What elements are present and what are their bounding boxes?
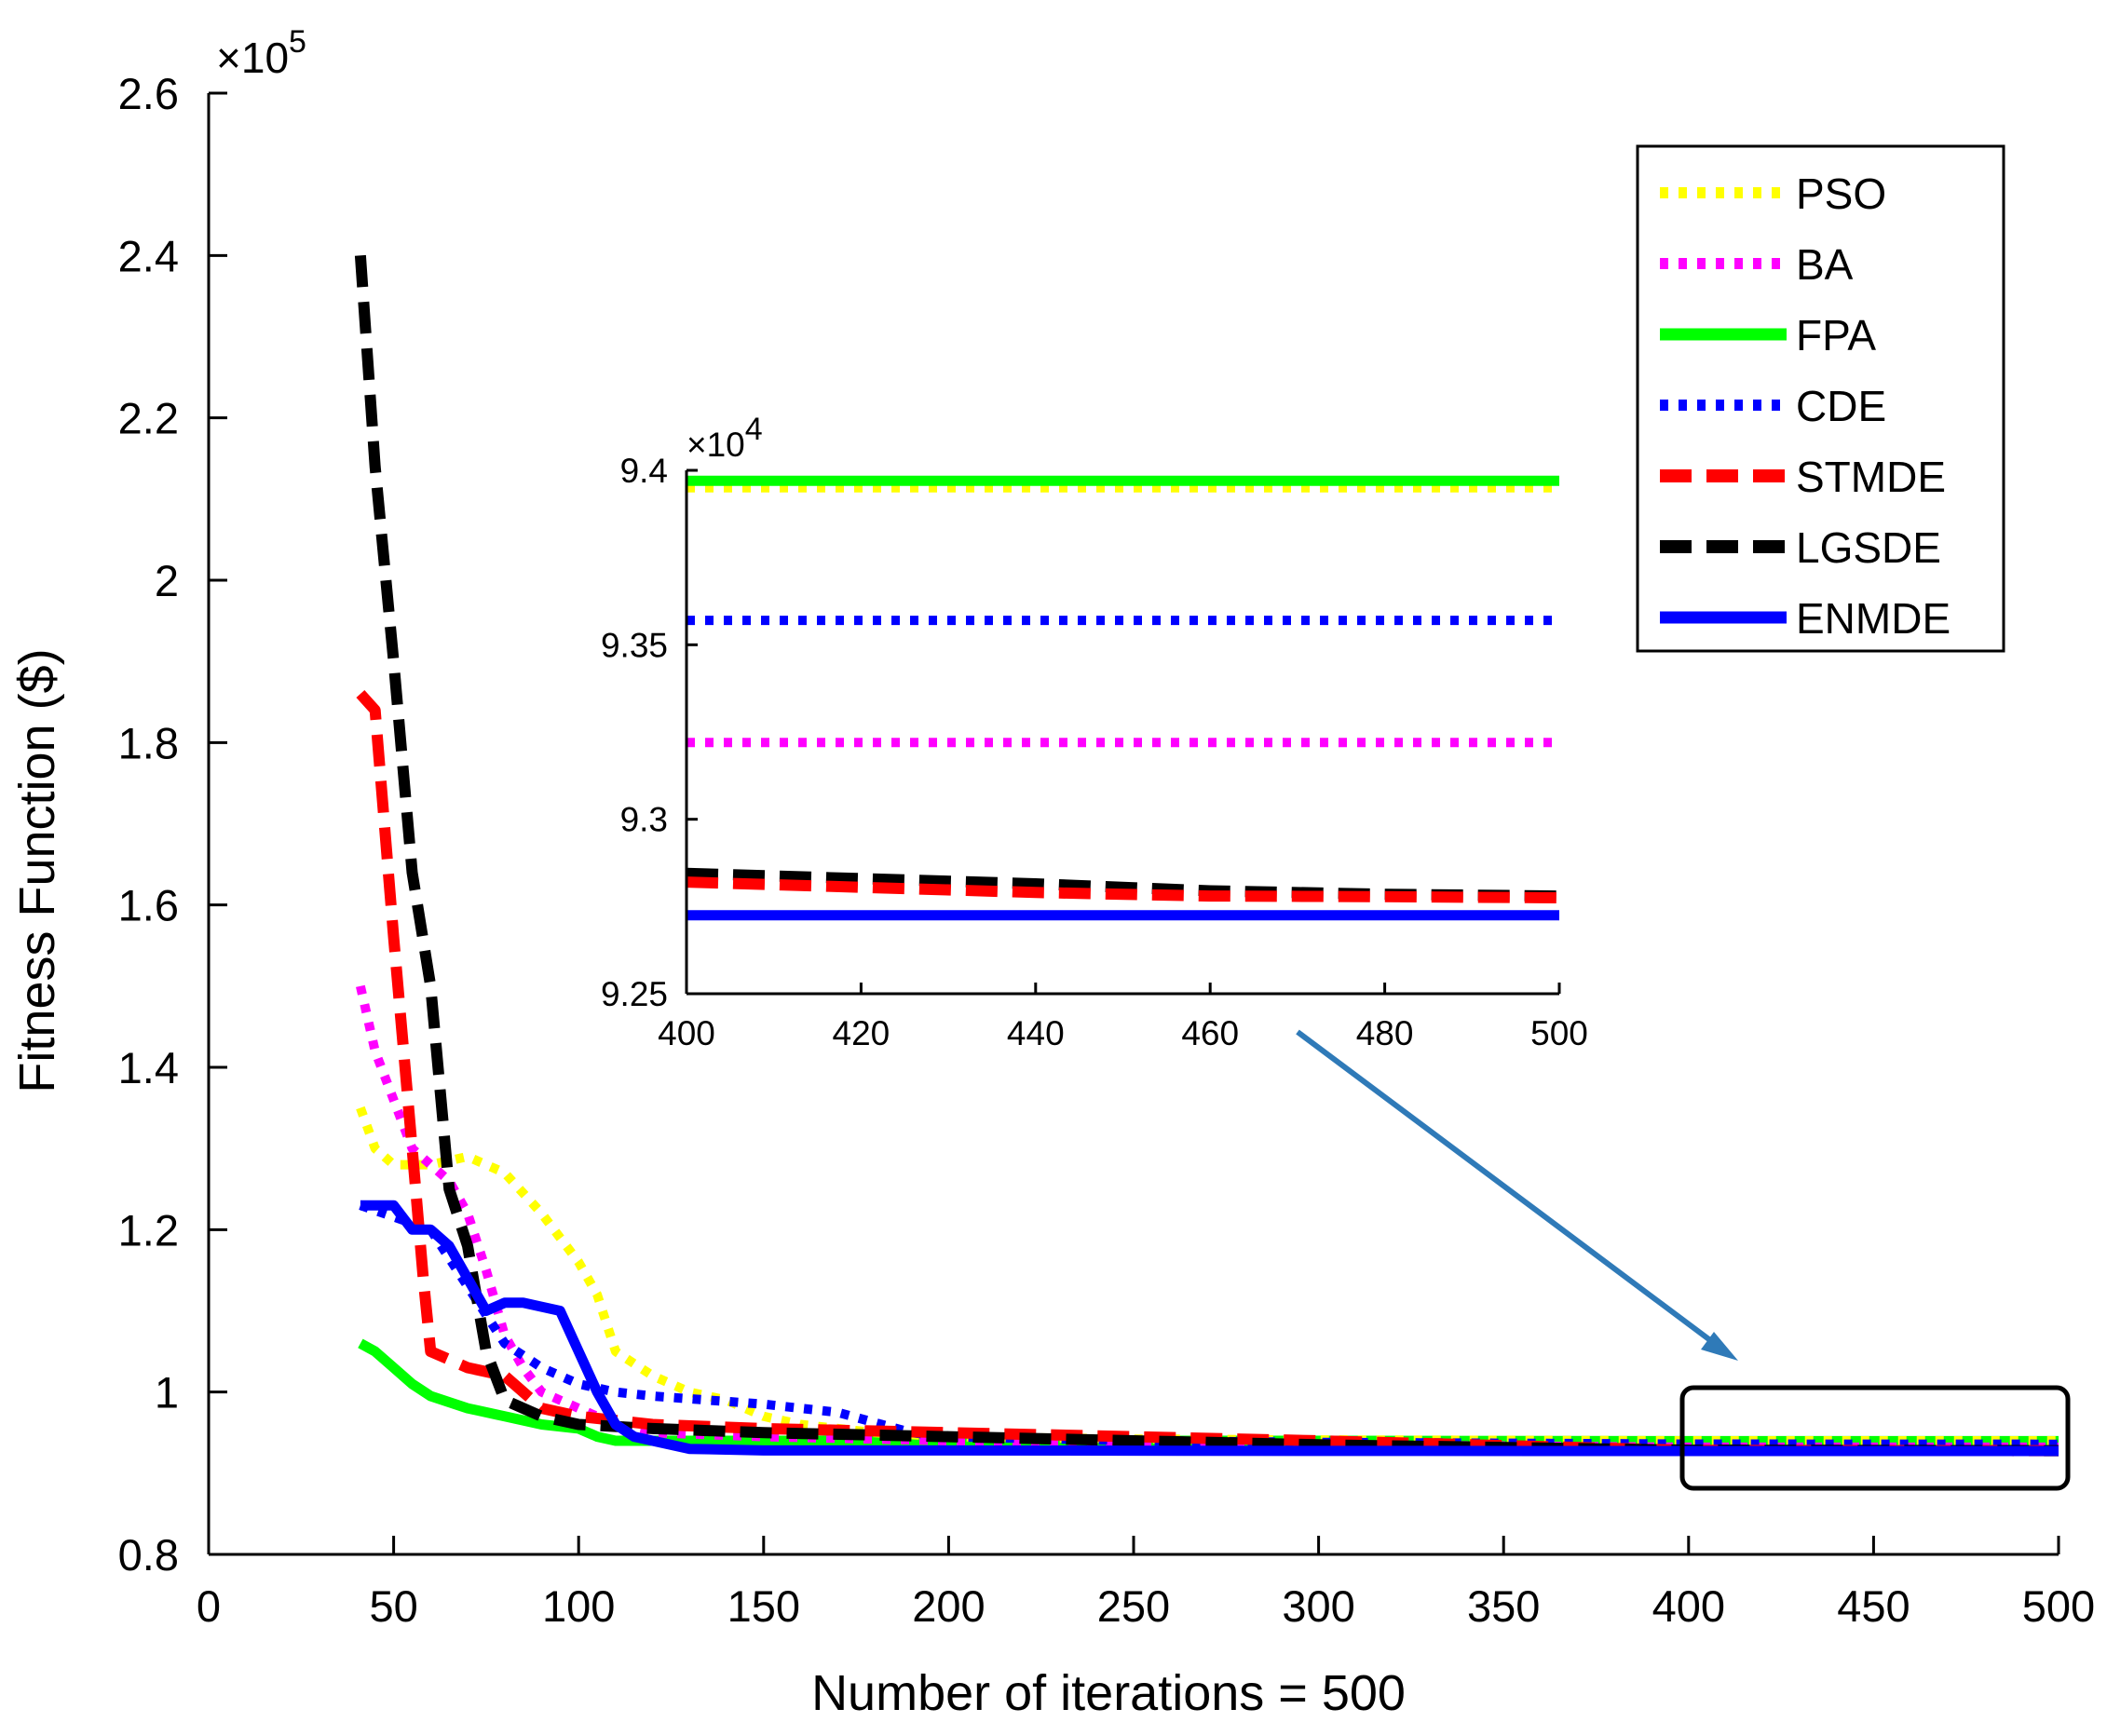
inset-y-tick-label: 9.4 <box>620 452 668 490</box>
inset-y-tick-label: 9.3 <box>620 801 668 839</box>
x-tick-label: 300 <box>1282 1581 1354 1631</box>
inset-series-line-stmde <box>686 876 1560 903</box>
x-tick-label: 0 <box>197 1581 221 1631</box>
y-tick-label: 1 <box>155 1368 179 1417</box>
inset-axes <box>685 470 1559 996</box>
legend-label-ba: BA <box>1796 240 1854 289</box>
x-tick-label: 450 <box>1837 1581 1910 1631</box>
legend-label-fpa: FPA <box>1796 311 1876 359</box>
y-tick-label: 2.6 <box>118 69 179 118</box>
inset-ticks: 400 420 440 460 480 500 9.25 9.3 9.35 9.4 <box>601 452 1588 1052</box>
x-tick-label: 500 <box>2022 1581 2095 1631</box>
zoom-arrow-head <box>1701 1332 1738 1361</box>
legend-label-cde: CDE <box>1796 382 1886 430</box>
y-tick-label: 2 <box>155 556 179 605</box>
x-tick-label: 50 <box>369 1581 417 1631</box>
inset-x-tick-label: 420 <box>833 1014 890 1052</box>
x-axis-title: Number of iterations = 500 <box>811 1665 1406 1721</box>
series-line-ba <box>356 984 2059 1452</box>
y-tick-label: 1.2 <box>118 1205 179 1255</box>
y-multiplier: ×105 <box>216 24 306 82</box>
inset-y-tick-label: 9.35 <box>601 626 668 664</box>
inset-x-tick-label: 500 <box>1530 1014 1588 1052</box>
zoom-box <box>1679 1385 2071 1491</box>
main-ticks: 0 50 100 150 200 250 300 350 400 450 500 0.8 1 1.2 1.4… <box>118 69 2096 1631</box>
legend: PSO BA FPA CDE STMDE LGSDE ENMDE <box>1660 170 1951 643</box>
inset-y-tick-label: 9.25 <box>601 975 668 1013</box>
y-tick-label: 2.2 <box>118 394 179 443</box>
inset-x-tick-label: 440 <box>1007 1014 1065 1052</box>
y-tick-label: 1.6 <box>118 881 179 930</box>
inset-x-tick-label: 480 <box>1356 1014 1414 1052</box>
y-tick-label: 1.4 <box>118 1043 179 1092</box>
legend-label-stmde: STMDE <box>1796 453 1946 501</box>
inset-x-tick-label: 400 <box>658 1014 715 1052</box>
main-series <box>354 254 2059 1457</box>
x-tick-label: 100 <box>542 1581 615 1631</box>
x-tick-label: 400 <box>1652 1581 1725 1631</box>
x-tick-label: 250 <box>1097 1581 1170 1631</box>
series-line-pso <box>356 1105 2059 1445</box>
inset-series <box>686 475 1560 921</box>
y-tick-label: 1.8 <box>118 718 179 767</box>
y-axis-title: Fitness Function ($) <box>9 648 65 1092</box>
series-line-cde <box>359 1200 2059 1449</box>
x-tick-label: 350 <box>1467 1581 1540 1631</box>
zoom-arrow <box>1296 1029 1723 1351</box>
legend-label-lgsde: LGSDE <box>1796 523 1941 572</box>
legend-box <box>1636 144 2005 653</box>
y-tick-label: 2.4 <box>118 231 179 280</box>
legend-label-pso: PSO <box>1796 170 1886 218</box>
legend-label-enmde: ENMDE <box>1796 594 1951 643</box>
inset-x-tick-label: 460 <box>1181 1014 1239 1052</box>
y-tick-label: 0.8 <box>118 1530 179 1580</box>
inset-background <box>686 470 1559 994</box>
inset-y-multiplier: ×104 <box>686 412 763 464</box>
series-line-enmde <box>360 1200 2059 1457</box>
series-line-lgsde <box>354 254 2059 1457</box>
x-tick-label: 150 <box>727 1581 800 1631</box>
x-tick-label: 200 <box>912 1581 985 1631</box>
